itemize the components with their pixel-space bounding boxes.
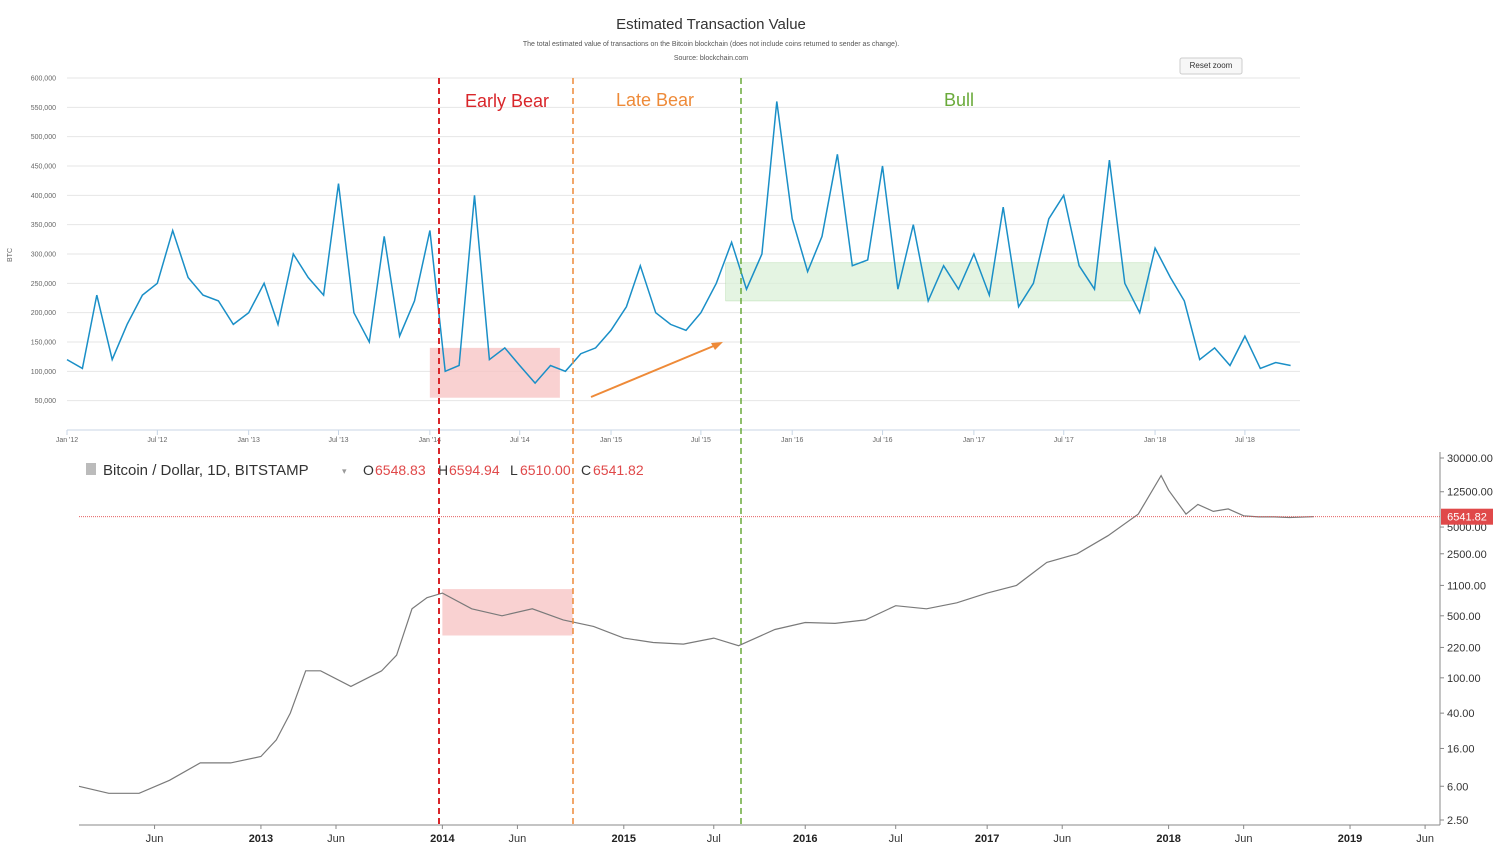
trend-arrow-head <box>711 342 723 350</box>
bottom-x-tick-label: 2019 <box>1338 833 1362 845</box>
top-y-tick-label: 250,000 <box>31 281 56 288</box>
top-x-tick-label: Jul '17 <box>1054 437 1074 444</box>
phase-divider-lines: Early Bear Late Bear Bull <box>438 78 974 825</box>
top-chart-subtitle: The total estimated value of transaction… <box>523 41 899 48</box>
bottom-x-tick-label: 2017 <box>975 833 999 845</box>
top-x-tick-label: Jan '16 <box>781 437 803 444</box>
top-y-tick-label: 450,000 <box>31 164 56 171</box>
top-y-tick-label: 300,000 <box>31 252 56 259</box>
top-x-tick-label: Jan '17 <box>963 437 985 444</box>
bull-label: Bull <box>944 90 974 110</box>
bottom-y-tick-label: 40.00 <box>1447 708 1475 720</box>
bottom-x-tick-label: 2016 <box>793 833 817 845</box>
top-chart-source: Source: blockchain.com <box>674 55 748 62</box>
early-bear-label: Early Bear <box>465 91 549 111</box>
bottom-x-tick-label: Jul <box>889 833 903 845</box>
bottom-x-tick-label: Jun <box>146 833 164 845</box>
bottom-y-tick-label: 1100.00 <box>1447 580 1486 592</box>
bottom-y-tick-label: 5000.00 <box>1447 522 1487 534</box>
bottom-x-tick-label: 2015 <box>612 833 636 845</box>
symbol-square-icon <box>86 463 96 475</box>
bottom-x-ticks: Jun 2013 Jun 2014 Jun 2015 Jul 2016 Jul 2017 Jun 20… <box>146 825 1434 845</box>
reset-zoom-label: Reset zoom <box>1190 61 1233 70</box>
bottom-x-tick-label: Jun <box>327 833 345 845</box>
top-grid <box>67 77 1300 431</box>
symbol-title: Bitcoin / Dollar, 1D, BITSTAMP <box>103 462 309 479</box>
bottom-chart: 2.50 6.00 16.00 40.00 100.00 220.00 500.00 1100… <box>78 452 1493 845</box>
bull-box <box>725 262 1150 302</box>
top-x-tick-label: Jul '18 <box>1235 437 1255 444</box>
top-x-tick-label: Jul '15 <box>691 437 711 444</box>
top-x-tick-label: Jan '18 <box>1144 437 1166 444</box>
bottom-y-tick-label: 6.00 <box>1447 781 1468 793</box>
top-y-tick-label: 350,000 <box>31 222 56 229</box>
bottom-x-tick-label: 2018 <box>1156 833 1180 845</box>
late-bear-label: Late Bear <box>616 90 694 110</box>
transaction-value-line <box>66 101 1291 385</box>
top-y-tick-label: 200,000 <box>31 310 56 317</box>
bottom-y-tick-label: 220.00 <box>1447 642 1481 654</box>
top-chart-title: Estimated Transaction Value <box>616 16 806 33</box>
bottom-y-tick-label: 500.00 <box>1447 611 1481 623</box>
top-y-tick-label: 600,000 <box>31 76 56 83</box>
bottom-x-tick-label: Jun <box>1235 833 1253 845</box>
bottom-y-ticks: 2.50 6.00 16.00 40.00 100.00 220.00 500.00 1100… <box>1440 453 1493 827</box>
ohlc-high-label: H <box>438 462 448 478</box>
last-price-value: 6541.82 <box>1447 512 1487 524</box>
bottom-x-tick-label: Jun <box>1416 833 1434 845</box>
bottom-y-tick-label: 30000.00 <box>1447 453 1493 465</box>
bottom-x-tick-label: Jun <box>509 833 527 845</box>
price-line <box>78 474 1314 794</box>
trend-arrow <box>590 344 717 398</box>
top-x-tick-label: Jul '12 <box>147 437 167 444</box>
reset-zoom-button[interactable]: Reset zoom <box>1179 57 1243 75</box>
bottom-y-tick-label: 2500.00 <box>1447 549 1487 561</box>
top-y-tick-label: 50,000 <box>35 398 57 405</box>
ohlc-high-value: 6594.94 <box>449 462 500 478</box>
ohlc-low-label: L <box>510 462 518 478</box>
chevron-down-icon[interactable]: ▾ <box>342 466 347 476</box>
top-x-tick-label: Jul '13 <box>329 437 349 444</box>
top-x-tick-label: Jul '14 <box>510 437 530 444</box>
top-x-ticks: Jan '12 Jul '12 Jan '13 Jul '13 Jan '14 Jul '… <box>56 430 1255 444</box>
top-y-ticks: 50,000 100,000 150,000 200,000 250,000 300,00… <box>31 76 56 406</box>
ohlc-open-value: 6548.83 <box>375 462 426 478</box>
ohlc-close-value: 6541.82 <box>593 462 644 478</box>
top-regions <box>429 262 1150 398</box>
bottom-regions <box>442 589 573 636</box>
bottom-x-tick-label: Jul <box>707 833 721 845</box>
bottom-y-tick-label: 16.00 <box>1447 743 1475 755</box>
top-y-tick-label: 400,000 <box>31 193 56 200</box>
top-x-tick-label: Jan '15 <box>600 437 622 444</box>
bottom-x-tick-label: Jun <box>1053 833 1071 845</box>
top-y-tick-label: 150,000 <box>31 340 56 347</box>
top-chart: Estimated Transaction Value The total es… <box>7 16 1300 444</box>
top-x-tick-label: Jan '12 <box>56 437 78 444</box>
bottom-y-tick-label: 2.50 <box>1447 815 1468 827</box>
ohlc-low-value: 6510.00 <box>520 462 571 478</box>
bottom-x-tick-label: 2014 <box>430 833 455 845</box>
top-y-tick-label: 550,000 <box>31 105 56 112</box>
bottom-early-bear-box <box>442 589 573 636</box>
ohlc-open-label: O <box>363 462 374 478</box>
bottom-x-tick-label: 2013 <box>249 833 273 845</box>
last-price-tag: 6541.82 <box>1441 508 1493 525</box>
top-chart-ylabel: BTC <box>7 248 14 262</box>
top-y-tick-label: 100,000 <box>31 369 56 376</box>
bottom-y-tick-label: 12500.00 <box>1447 487 1493 499</box>
ohlc-close-label: C <box>581 462 591 478</box>
top-x-tick-label: Jul '16 <box>873 437 893 444</box>
top-x-tick-label: Jan '13 <box>237 437 259 444</box>
top-y-tick-label: 500,000 <box>31 134 56 141</box>
bottom-y-tick-label: 100.00 <box>1447 673 1481 685</box>
symbol-legend: Bitcoin / Dollar, 1D, BITSTAMP ▾ O 6548.… <box>86 462 644 479</box>
top-x-tick-label: Jan '14 <box>419 437 441 444</box>
